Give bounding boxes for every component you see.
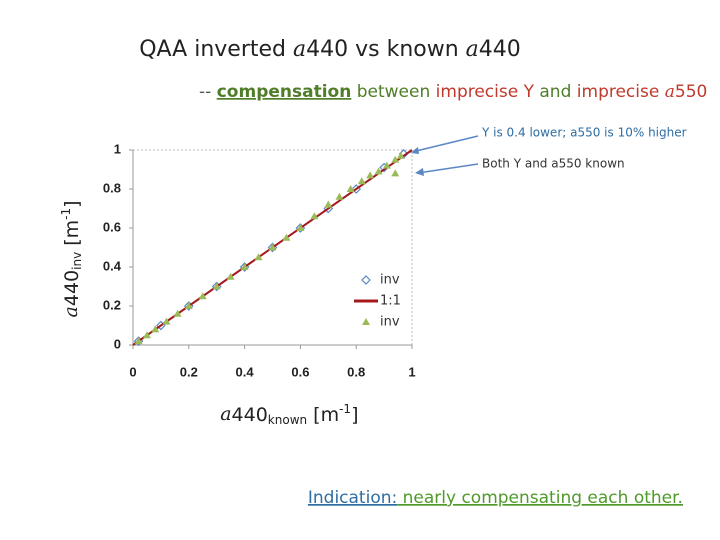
subtitle-part: 550 bbox=[675, 82, 707, 102]
legend-swatch bbox=[361, 275, 371, 285]
subtitle-part: a bbox=[665, 82, 675, 102]
triangle-marker bbox=[184, 302, 193, 309]
triangle-marker bbox=[151, 325, 160, 333]
slide-title: QAA inverted a440 vs known a440 bbox=[139, 37, 521, 62]
annotation: Both Y and a550 known bbox=[482, 157, 625, 171]
triangle-marker bbox=[142, 331, 151, 339]
triangle-marker bbox=[396, 151, 405, 159]
label-part: a bbox=[60, 306, 82, 317]
triangle-marker bbox=[324, 200, 333, 208]
triangle-marker bbox=[374, 167, 383, 175]
triangle-marker bbox=[282, 233, 291, 241]
subtitle-part: -- bbox=[199, 82, 217, 102]
label-part: -1 bbox=[59, 208, 73, 220]
footer-part: Indication: bbox=[308, 488, 397, 508]
triangle-marker bbox=[226, 272, 235, 280]
triangle-marker bbox=[254, 253, 263, 261]
triangle-marker bbox=[357, 177, 366, 185]
triangle-marker bbox=[198, 292, 207, 300]
y-axis-label: a440inv [m-1] bbox=[59, 182, 84, 347]
title-part: a bbox=[466, 37, 479, 62]
x-axis-label: a440known [m-1] bbox=[190, 402, 377, 427]
label-part: 440 bbox=[232, 404, 268, 426]
triangle-marker bbox=[134, 337, 143, 345]
y-tick-label: 0.8 bbox=[103, 180, 121, 195]
triangle-marker bbox=[240, 263, 249, 270]
title-part: 440 bbox=[479, 37, 521, 62]
subtitle-part: between bbox=[351, 82, 435, 102]
triangle-marker bbox=[346, 185, 355, 192]
y-tick-label: 0.2 bbox=[103, 297, 121, 312]
subtitle-part: compensation bbox=[217, 82, 352, 102]
x-tick-label: 0.6 bbox=[291, 364, 309, 379]
legend-label: inv bbox=[380, 315, 400, 330]
x-tick-label: 0 bbox=[129, 364, 136, 379]
subtitle-part: imprecise bbox=[577, 82, 665, 102]
triangle-marker bbox=[335, 192, 344, 200]
label-part: ] bbox=[61, 200, 83, 207]
triangle-marker bbox=[310, 212, 319, 220]
triangle-marker bbox=[268, 243, 277, 251]
x-tick-label: 0.4 bbox=[236, 364, 255, 379]
triangle-marker bbox=[162, 317, 171, 325]
title-part: a bbox=[293, 37, 306, 62]
x-tick-label: 0.2 bbox=[180, 364, 198, 379]
label-part: a bbox=[220, 403, 231, 425]
triangle-marker bbox=[296, 224, 305, 231]
plot: 0 0.2 0.4 0.6 0.8 1 0 0.2 0.4 0.6 0.8 1 inv 1:1 inv bbox=[103, 141, 416, 379]
y-tick-label: 0 bbox=[114, 336, 121, 351]
label-part: 440 bbox=[61, 270, 83, 306]
triangle-marker bbox=[391, 169, 400, 177]
label-part: ] bbox=[351, 404, 358, 426]
annotation: Y is 0.4 lower; a550 is 10% higher bbox=[481, 126, 687, 140]
y-tick-label: 0.6 bbox=[103, 219, 121, 234]
label-part: [m bbox=[307, 404, 339, 426]
label-part: -1 bbox=[339, 402, 351, 416]
arrow-head bbox=[415, 168, 424, 176]
footer-part: nearly compensating each other. bbox=[397, 488, 683, 508]
x-tick-label: 1 bbox=[408, 364, 415, 379]
subtitle: -- compensation between imprecise Y and … bbox=[172, 82, 720, 103]
triangle-marker bbox=[212, 282, 221, 290]
triangle-marker bbox=[391, 155, 400, 163]
title-part: 440 vs known bbox=[306, 37, 466, 62]
label-part: inv bbox=[70, 252, 84, 270]
label-part: known bbox=[268, 413, 307, 427]
legend-swatch bbox=[362, 318, 370, 325]
subtitle-part: and bbox=[534, 82, 577, 102]
arrow bbox=[417, 163, 479, 174]
subtitle-part: imprecise Y bbox=[436, 82, 535, 102]
y-tick-label: 0.4 bbox=[103, 258, 122, 273]
legend-label: inv bbox=[380, 273, 400, 288]
title-part: QAA inverted bbox=[139, 37, 293, 62]
triangle-marker bbox=[366, 171, 375, 179]
footer: Indication: nearly compensating each oth… bbox=[281, 488, 699, 508]
triangle-marker bbox=[173, 309, 182, 317]
triangle-marker bbox=[382, 161, 391, 169]
y-tick-label: 1 bbox=[114, 141, 121, 156]
arrow bbox=[411, 135, 479, 153]
legend-label: 1:1 bbox=[380, 294, 401, 309]
label-part: [m bbox=[61, 220, 83, 252]
x-tick-label: 0.8 bbox=[347, 364, 365, 379]
